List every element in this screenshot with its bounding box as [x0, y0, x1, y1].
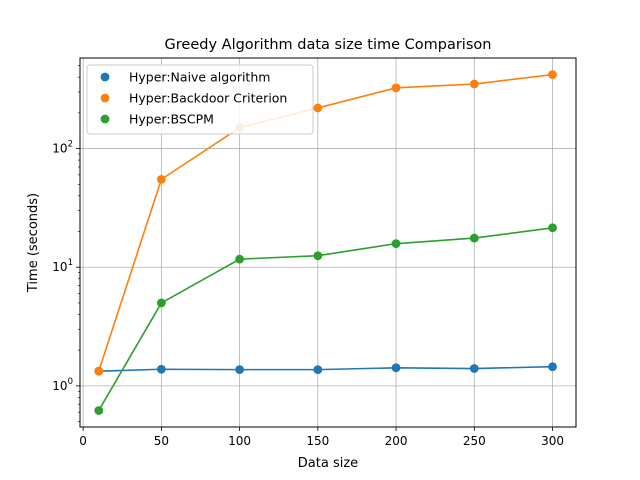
- data-point: [391, 239, 401, 249]
- data-point: [469, 364, 479, 373]
- data-point: [391, 83, 401, 93]
- series-2: [94, 70, 557, 376]
- data-point: [313, 365, 323, 375]
- data-point: [391, 363, 401, 373]
- x-tick-label: 300: [541, 434, 564, 448]
- data-point: [235, 365, 244, 375]
- series-line: [98, 226, 553, 411]
- data-point: [548, 223, 557, 233]
- y-tick-label: 102: [52, 140, 73, 156]
- y-tick-label: 100: [52, 377, 73, 393]
- series-layer: [94, 70, 557, 415]
- data-point: [156, 298, 166, 308]
- series-1: [94, 362, 557, 376]
- legend-box: [86, 64, 314, 135]
- data-point: [156, 174, 166, 184]
- axis-ticks: 0 50 100 150 200 250 300 100 101 102: [52, 65, 564, 448]
- plot-frame: [79, 57, 577, 428]
- series-3: [94, 223, 557, 415]
- data-point: [548, 362, 557, 372]
- x-tick-label: 150: [306, 434, 329, 448]
- data-point: [313, 251, 323, 261]
- legend-label: Hyper:BSCPM: [129, 112, 214, 127]
- data-point: [94, 406, 104, 415]
- legend-label: Hyper:Naive algorithm: [129, 70, 270, 85]
- data-point: [548, 70, 557, 80]
- data-point: [94, 366, 104, 376]
- y-tick-label: 101: [52, 258, 73, 274]
- data-point: [313, 103, 323, 113]
- legend-label: Hyper:Backdoor Criterion: [129, 91, 287, 106]
- x-axis-label: Data size: [298, 456, 358, 471]
- x-tick-label: 50: [154, 434, 169, 448]
- x-tick-label: 200: [385, 434, 408, 448]
- x-tick-label: 100: [228, 434, 251, 448]
- data-point: [156, 364, 166, 374]
- legend-marker: [100, 93, 110, 103]
- legend: Hyper:Naive algorithm Hyper:Backdoor Crit…: [86, 64, 314, 135]
- y-axis-label: Time (seconds): [26, 193, 41, 293]
- data-point: [235, 254, 244, 264]
- data-point: [469, 233, 479, 243]
- legend-marker: [100, 72, 110, 82]
- chart-title: Greedy Algorithm data size time Comparis…: [165, 37, 492, 53]
- x-tick-label: 250: [463, 434, 486, 448]
- series-line: [98, 365, 553, 372]
- legend-marker: [100, 114, 110, 124]
- x-tick-label: 0: [79, 434, 87, 448]
- data-point: [469, 79, 479, 89]
